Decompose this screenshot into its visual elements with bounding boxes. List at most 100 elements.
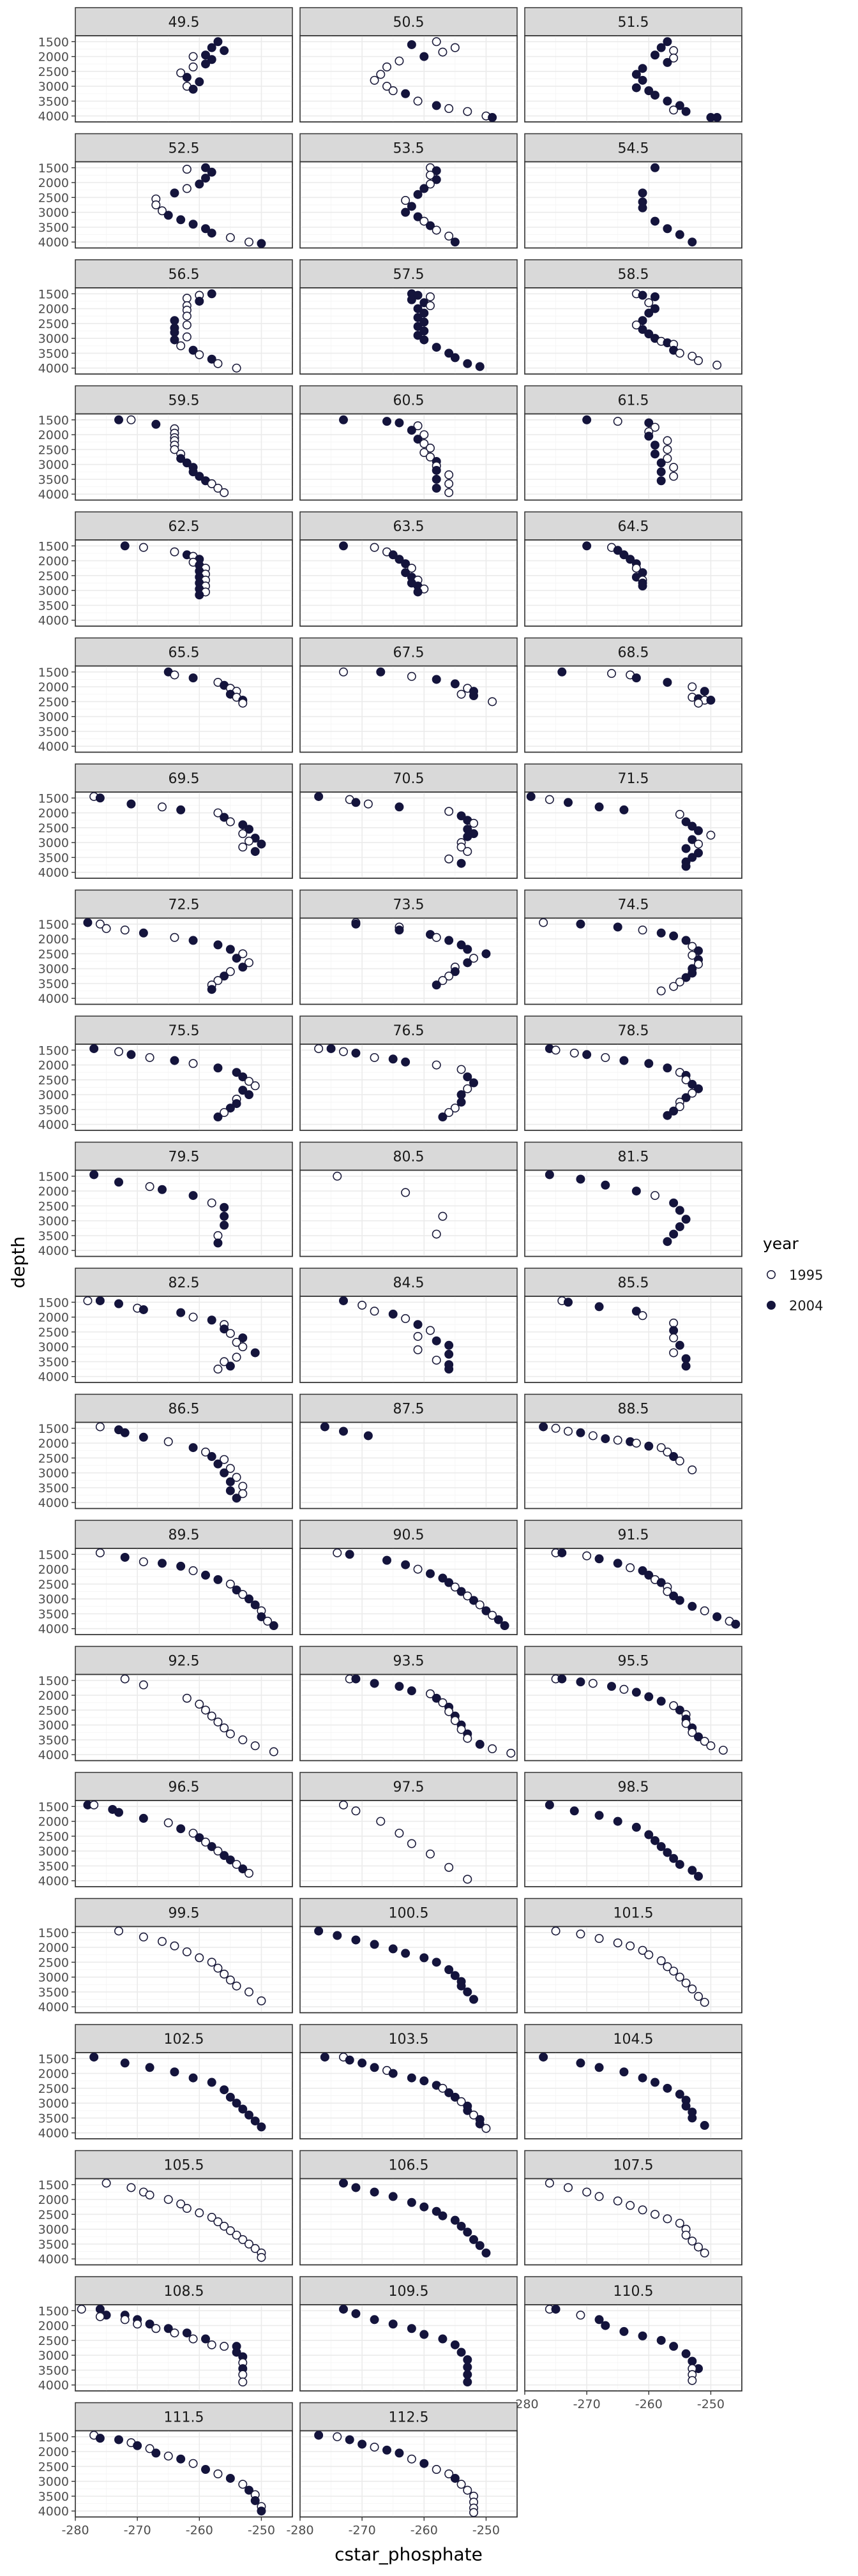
data-point-2004: [681, 1215, 691, 1224]
y-tick-label: 4000: [38, 1118, 69, 1132]
panel-border: [299, 2304, 518, 2392]
panel-border: [299, 665, 518, 753]
data-point-2004: [644, 1570, 654, 1580]
data-point-2004: [675, 1340, 684, 1350]
data-point-2004: [613, 922, 622, 932]
facet-strip-label: 90.5: [393, 1527, 425, 1543]
facet-strip: [299, 2402, 518, 2432]
data-point-2004: [619, 2326, 629, 2336]
data-point-1995: [588, 1679, 598, 1688]
data-point-2004: [188, 84, 198, 94]
data-point-1995: [432, 2465, 441, 2475]
data-point-1995: [706, 830, 716, 840]
data-point-1995: [444, 488, 454, 497]
data-point-2004: [207, 2078, 216, 2087]
data-point-2004: [407, 2324, 416, 2333]
facet-strip: [299, 1015, 518, 1045]
facet-panel: 78.5: [524, 1015, 742, 1131]
data-point-2004: [688, 821, 697, 831]
data-point-2004: [225, 945, 235, 954]
data-point-2004: [601, 2321, 610, 2330]
data-point-2004: [139, 1305, 148, 1314]
y-tick-label: 4000: [38, 236, 69, 250]
data-point-2004: [601, 1434, 610, 1444]
data-point-2004: [444, 1349, 454, 1359]
data-point-1995: [425, 444, 435, 453]
x-tick-label: -270: [349, 2524, 376, 2538]
data-point-1995: [244, 1869, 253, 1878]
y-tick-label: 3000: [38, 1088, 69, 1102]
data-point-2004: [320, 1422, 329, 1432]
data-point-1995: [232, 2230, 241, 2240]
data-point-2004: [195, 1833, 204, 1843]
data-point-1995: [456, 2480, 466, 2489]
data-point-2004: [170, 2067, 179, 2077]
data-point-1995: [257, 1996, 266, 2005]
data-point-1995: [469, 954, 478, 963]
facet-strip-label: 49.5: [169, 15, 200, 31]
data-point-2004: [351, 1674, 361, 1684]
data-point-1995: [314, 1044, 324, 1053]
data-point-1995: [432, 1356, 441, 1365]
data-point-2004: [250, 847, 260, 857]
data-point-2004: [401, 559, 410, 569]
data-point-2004: [407, 2198, 416, 2207]
data-point-2004: [619, 805, 629, 814]
data-point-2004: [83, 918, 93, 927]
data-point-1995: [413, 1345, 423, 1354]
data-point-2004: [456, 811, 466, 821]
data-point-2004: [463, 945, 472, 954]
data-point-2004: [688, 2113, 697, 2123]
data-point-2004: [376, 667, 386, 677]
data-point-2004: [432, 343, 441, 352]
data-point-1995: [638, 925, 647, 935]
data-point-2004: [145, 2063, 154, 2072]
data-point-1995: [669, 1348, 679, 1358]
data-point-2004: [200, 163, 210, 172]
y-tick-label: 2000: [38, 555, 69, 569]
data-point-2004: [438, 2211, 448, 2220]
data-point-1995: [438, 976, 448, 985]
data-point-1995: [663, 1448, 672, 1457]
data-point-2004: [207, 1842, 216, 1852]
data-point-2004: [176, 1561, 186, 1571]
y-tick-label: 3500: [38, 347, 69, 361]
data-point-2004: [114, 1178, 124, 1187]
data-point-2004: [626, 555, 635, 564]
data-point-1995: [333, 1548, 342, 1557]
data-point-2004: [220, 812, 229, 822]
data-point-2004: [188, 2073, 198, 2083]
data-point-2004: [89, 1044, 99, 1053]
data-point-1995: [120, 1674, 130, 1684]
data-point-2004: [688, 1601, 697, 1611]
data-point-2004: [594, 1302, 604, 1312]
x-tick-label: -260: [186, 2524, 213, 2538]
panel-border: [524, 1421, 742, 1509]
facet-strip-label: 64.5: [618, 519, 649, 535]
data-point-2004: [126, 1050, 136, 1060]
data-point-2004: [675, 2090, 684, 2099]
data-point-2004: [669, 931, 679, 941]
data-point-1995: [207, 2340, 216, 2349]
facet-strip-label: 108.5: [164, 2284, 204, 2300]
y-tick-label: 3000: [38, 2097, 69, 2111]
data-point-1995: [120, 2315, 130, 2325]
data-point-1995: [675, 1102, 684, 1111]
data-point-2004: [413, 435, 423, 444]
data-point-1995: [232, 363, 241, 373]
data-point-2004: [432, 101, 441, 110]
data-point-2004: [650, 216, 659, 226]
data-point-2004: [644, 1830, 654, 1839]
legend-label-2004: 2004: [789, 1298, 823, 1314]
y-tick-label: 4000: [38, 2252, 69, 2266]
facet-strip-label: 111.5: [164, 2410, 204, 2426]
data-point-2004: [432, 2206, 441, 2216]
data-point-2004: [675, 1860, 684, 1869]
data-point-2004: [413, 313, 423, 322]
data-point-2004: [395, 555, 404, 564]
data-point-2004: [469, 2235, 478, 2244]
data-point-1995: [688, 950, 697, 960]
data-point-2004: [694, 1732, 704, 1742]
x-tick-label: -250: [697, 2397, 725, 2411]
y-tick-label: 2000: [38, 1059, 69, 1073]
